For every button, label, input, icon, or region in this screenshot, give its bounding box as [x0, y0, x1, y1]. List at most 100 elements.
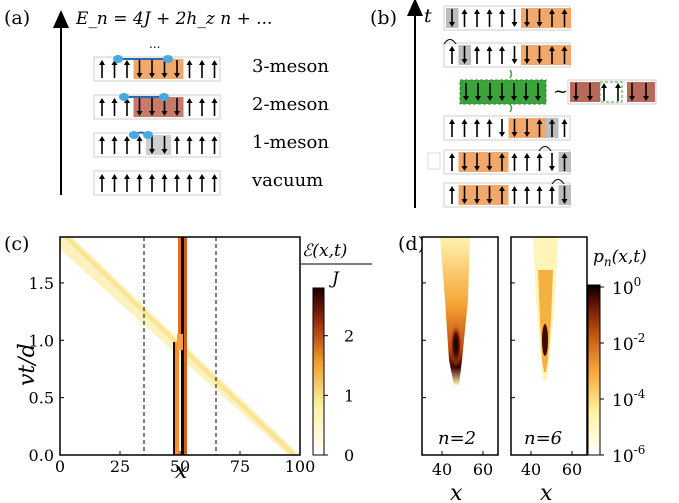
- colorbar-energy-ticks: 0 1 2: [324, 327, 354, 465]
- spin-up-arrow-head: [449, 46, 455, 51]
- spin-down-arrow-head: [511, 59, 518, 64]
- spin-up-arrow: [149, 174, 155, 192]
- spin-up-arrow: [186, 98, 193, 116]
- spin-up-arrow: [449, 186, 455, 204]
- colorbar-prob-tick-exponent: 0: [634, 275, 642, 289]
- colorbar-prob-tick-exponent: -6: [634, 443, 646, 457]
- spin-up-arrow-head: [136, 174, 143, 179]
- spin-up-arrow: [486, 46, 493, 64]
- colorbar-prob-tick-label: 10-2: [612, 331, 645, 355]
- spin-down-arrow: [136, 60, 143, 78]
- spin-up-arrow-head: [549, 119, 555, 124]
- spin-down-arrow: [511, 83, 517, 101]
- spin-down-arrow: [149, 136, 155, 154]
- panel-a-label: (a): [4, 7, 30, 29]
- subpanel-n2-label: n=2: [438, 428, 476, 449]
- spin-up-arrow-head: [524, 153, 530, 158]
- spin-down-arrow: [524, 46, 530, 64]
- spin-down-arrow: [629, 83, 635, 101]
- spin-up-arrow: [186, 174, 193, 192]
- spin-down-arrow-head: [536, 22, 543, 27]
- spin-up-arrow-head: [486, 46, 493, 51]
- xtick-label-d: 60: [562, 460, 582, 479]
- spin-up-arrow: [461, 119, 468, 137]
- quark-dot: [113, 55, 123, 63]
- spin-up-arrow: [536, 153, 543, 171]
- spin-down-arrow: [549, 153, 555, 171]
- spin-up-arrow-head: [499, 153, 505, 158]
- spin-up-arrow: [124, 174, 130, 192]
- spin-up-arrow-head: [124, 136, 130, 141]
- spin-up-arrow: [211, 174, 218, 192]
- spin-down-arrow-head: [463, 96, 469, 101]
- spin-up-arrow-head: [99, 174, 105, 179]
- spin-down-arrow: [149, 60, 155, 78]
- spin-down-arrow: [449, 9, 455, 27]
- spin-down-arrow-head: [524, 59, 530, 64]
- spin-down-arrow-head: [161, 73, 168, 78]
- string-right-glow: [184, 237, 187, 455]
- spin-up-arrow-head: [199, 174, 205, 179]
- spin-up-arrow: [199, 98, 205, 116]
- spin-up-arrow-head: [499, 46, 505, 51]
- spin-down-arrow-head: [161, 149, 168, 154]
- spin-down-arrow-head: [499, 96, 505, 101]
- spin-down-arrow: [499, 83, 505, 101]
- spin-up-arrow: [199, 60, 205, 78]
- spin-up-arrow: [211, 136, 218, 154]
- spin-up-arrow: [211, 60, 218, 78]
- spin-up-arrow: [124, 98, 130, 116]
- heatmap-n6-frame: [510, 236, 588, 456]
- spin-up-arrow-head: [461, 9, 468, 14]
- spin-down-arrow-head: [587, 96, 593, 101]
- heatmap-n2-frame: [421, 236, 499, 456]
- quark-dot: [143, 131, 153, 139]
- spin-down-arrow-head: [487, 96, 493, 101]
- spin-up-arrow-head: [511, 186, 518, 191]
- row-label-vacuum: vacuum: [251, 170, 323, 191]
- spin-down-arrow-head: [523, 96, 529, 101]
- spin-down-arrow: [174, 98, 180, 116]
- spin-down-arrow-head: [136, 73, 143, 78]
- density-n6-core: [542, 324, 548, 356]
- wavy-link: [509, 69, 513, 113]
- colorbar-energy-label: ℰ(x,t): [302, 241, 347, 261]
- spin-up-arrow: [186, 60, 193, 78]
- spin-up-arrow: [601, 83, 607, 101]
- ytick-label-c: 1.5: [29, 274, 54, 293]
- xtick-label-d: 60: [473, 460, 493, 479]
- panel-a: (a) E_n = 4J + 2h_z n + ... ... 3-meson …: [4, 7, 329, 196]
- spin-up-arrow: [549, 46, 555, 64]
- quark-dot: [119, 93, 129, 101]
- spin-down-arrow-head: [461, 199, 468, 204]
- domain-box: [521, 8, 571, 28]
- spin-down-arrow-head: [149, 111, 155, 116]
- xtick-label-c: 25: [110, 457, 130, 476]
- spin-up-arrow-head: [601, 83, 607, 88]
- spin-down-arrow: [474, 186, 480, 204]
- spin-down-arrow: [511, 119, 518, 137]
- flip-arc: [443, 39, 457, 45]
- spin-down-arrow: [486, 153, 493, 171]
- spin-up-arrow-head: [561, 153, 568, 158]
- spin-down-arrow: [474, 153, 480, 171]
- spin-up-arrow-head: [111, 174, 118, 179]
- spin-down-arrow-head: [149, 149, 155, 154]
- empty-box: [427, 152, 441, 170]
- spin-up-arrow: [186, 136, 193, 154]
- density-n2: [440, 237, 470, 385]
- string-breaking-rows: [443, 5, 657, 208]
- colorbar-prob-tick-label: 10-4: [612, 387, 646, 411]
- spin-down-arrow-head: [136, 111, 143, 116]
- xtick-label-d: 40: [521, 460, 541, 479]
- xtick-label-c: 0: [55, 457, 65, 476]
- spin-up-arrow-head: [449, 119, 455, 124]
- axis-ticks-d: 40 60 40 60: [422, 282, 582, 479]
- spin-up-arrow: [524, 153, 530, 171]
- spin-up-arrow-head: [186, 136, 193, 141]
- density-n6: [538, 270, 553, 372]
- spin-down-arrow: [475, 83, 481, 101]
- spin-up-arrow-head: [186, 98, 193, 103]
- flip-arc: [551, 179, 565, 185]
- spin-up-arrow: [199, 136, 205, 154]
